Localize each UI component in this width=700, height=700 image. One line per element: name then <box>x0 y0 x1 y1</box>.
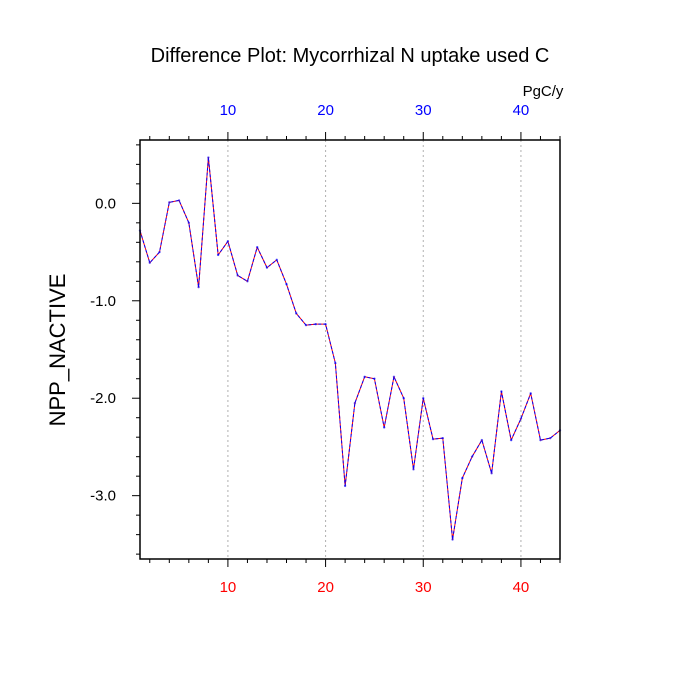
data-point <box>363 375 366 378</box>
data-point <box>461 476 464 480</box>
x-tick-label-bottom: 20 <box>317 579 334 596</box>
chart-title: Difference Plot: Mycorrhizal N uptake us… <box>151 45 550 67</box>
data-point <box>207 156 210 159</box>
x-tick-label-top: 30 <box>415 102 432 119</box>
data-point <box>402 397 405 400</box>
y-tick-label: -3.0 <box>90 488 116 505</box>
data-point <box>246 280 249 283</box>
y-axis-label: NPP_NACTIVE <box>45 274 70 427</box>
data-point <box>353 401 357 405</box>
data-point <box>441 436 444 440</box>
x-tick-label-top: 10 <box>220 102 237 119</box>
data-point <box>265 266 269 269</box>
x-tick-label-top: 40 <box>513 102 530 119</box>
tick-labels: 10 20 30 40 10 20 30 40 0.0 -1.0 -2.0 -3.0 <box>90 102 529 596</box>
data-point <box>295 312 298 315</box>
data-point <box>324 322 327 326</box>
data-point <box>373 377 376 380</box>
data-point <box>343 484 347 488</box>
top-axis-units-label: PgC/y <box>523 83 564 100</box>
data-point <box>158 250 161 254</box>
data-point <box>500 390 503 393</box>
data-point <box>236 274 239 277</box>
data-point <box>470 455 474 458</box>
data-point <box>314 322 318 326</box>
x-tick-label-bottom: 10 <box>220 579 237 596</box>
data-point <box>480 438 484 442</box>
data-point <box>509 438 513 442</box>
y-tick-label: 0.0 <box>95 195 116 212</box>
data-point <box>187 221 191 225</box>
data-point <box>285 283 288 286</box>
data-point <box>490 472 493 475</box>
data-point <box>412 468 415 471</box>
data-point <box>519 417 523 420</box>
data-point <box>197 285 200 289</box>
data-point <box>177 199 181 202</box>
data-point <box>539 438 542 442</box>
data-point <box>148 261 151 264</box>
series-line-blue <box>139 157 561 541</box>
data-point <box>216 253 220 257</box>
x-tick-label-top: 20 <box>317 102 334 119</box>
plot-frame <box>139 139 561 560</box>
data-point <box>382 426 386 429</box>
data-point <box>226 240 230 243</box>
data-point <box>529 392 532 395</box>
data-point <box>256 245 259 249</box>
data-point <box>392 375 396 378</box>
y-tick-label: -2.0 <box>90 390 116 407</box>
x-tick-label-bottom: 40 <box>513 579 530 596</box>
data-point <box>304 323 308 327</box>
data-point <box>334 361 337 365</box>
y-tick-label: -1.0 <box>90 293 116 310</box>
data-point <box>275 258 278 262</box>
x-tick-label-bottom: 30 <box>415 579 432 596</box>
data-point <box>168 201 171 204</box>
data-point <box>431 437 435 441</box>
data-point <box>549 436 552 440</box>
data-point <box>451 538 454 541</box>
data-point <box>422 397 425 400</box>
